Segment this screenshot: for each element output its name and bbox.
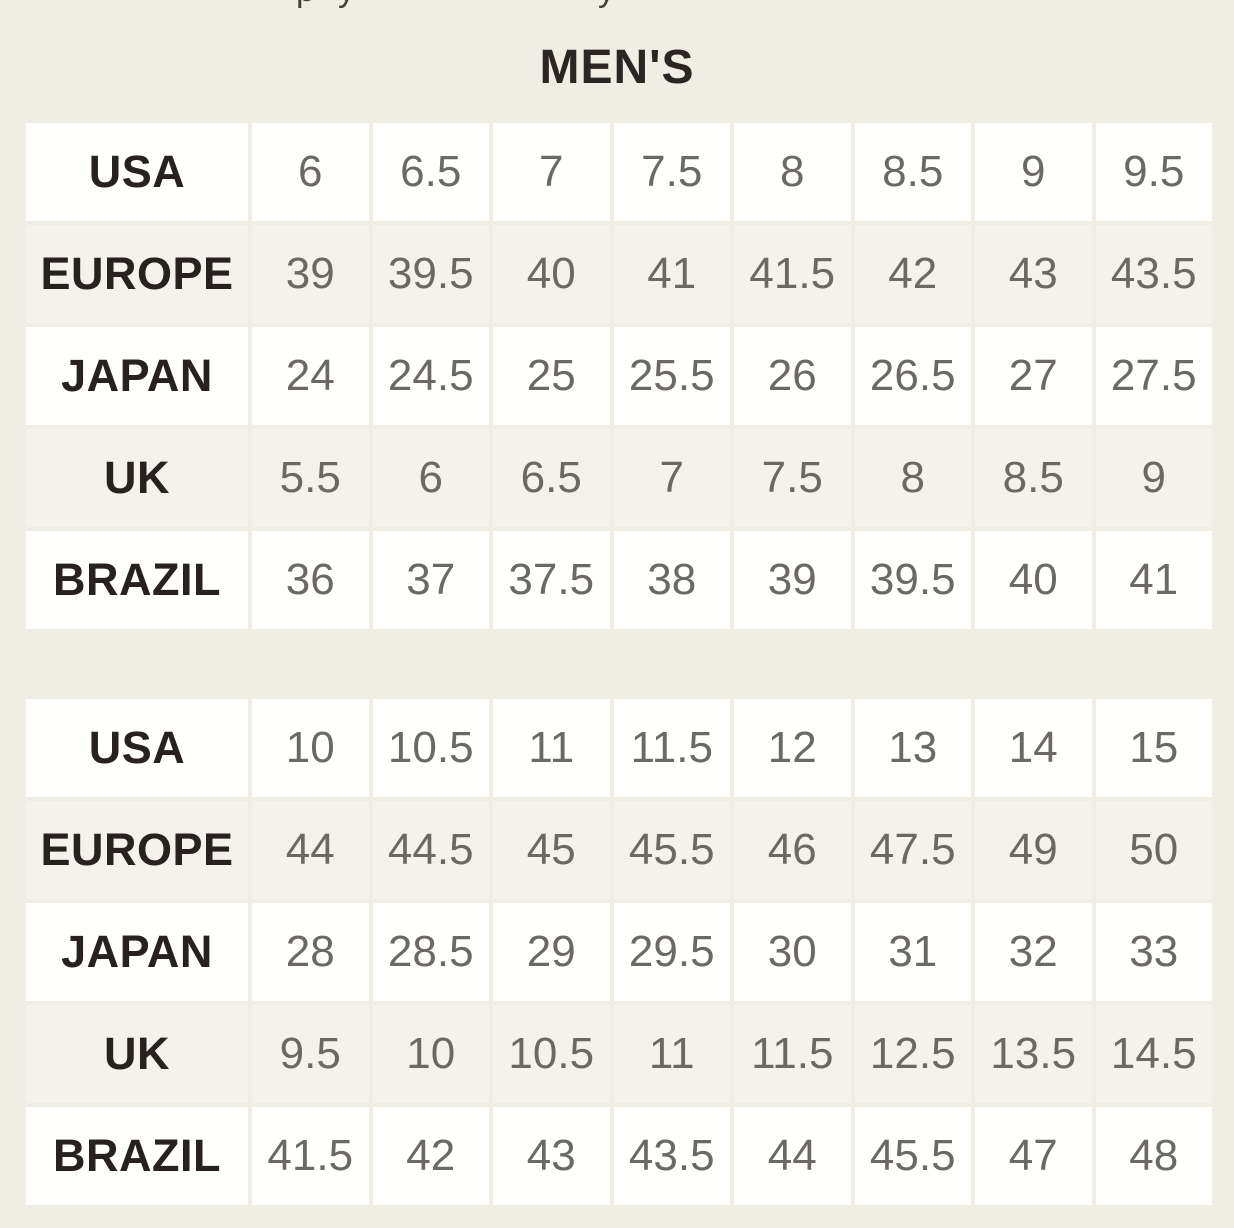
size-value-cell: 43.5: [613, 1107, 730, 1205]
size-value-cell: 40: [975, 531, 1092, 629]
size-value-cell: 7.5: [734, 429, 851, 527]
size-value-cell: 8.5: [854, 123, 971, 221]
size-value-cell: 27: [975, 327, 1092, 425]
size-table-lower: USA 10 10.5 11 11.5 12 13 14 15 EUROPE 44 44.5 45 45.…: [26, 699, 1212, 1205]
size-value-cell: 48: [1095, 1107, 1212, 1205]
size-value-cell: 42: [372, 1107, 489, 1205]
size-value-cell: 6: [372, 429, 489, 527]
size-value-cell: 9: [975, 123, 1092, 221]
row-label-cell: USA: [26, 123, 248, 221]
size-value-cell: 11: [493, 699, 610, 797]
size-value-cell: 7: [493, 123, 610, 221]
cropped-text-fragment: p: [296, 0, 315, 8]
size-value-cell: 37: [372, 531, 489, 629]
size-value-cell: 43.5: [1095, 225, 1212, 323]
size-value-cell: 26.5: [854, 327, 971, 425]
size-value-cell: 7: [613, 429, 730, 527]
row-label-cell: UK: [26, 429, 248, 527]
row-label-cell: BRAZIL: [26, 1107, 248, 1205]
size-value-cell: 41: [1095, 531, 1212, 629]
size-value-cell: 6.5: [493, 429, 610, 527]
size-value-cell: 24: [252, 327, 369, 425]
row-label-cell: UK: [26, 1005, 248, 1103]
size-value-cell: 43: [975, 225, 1092, 323]
size-value-cell: 44.5: [372, 801, 489, 899]
size-value-cell: 11.5: [734, 1005, 851, 1103]
size-value-cell: 33: [1095, 903, 1212, 1001]
size-value-cell: 9.5: [1095, 123, 1212, 221]
size-value-cell: 10: [372, 1005, 489, 1103]
size-value-cell: 31: [854, 903, 971, 1001]
size-value-cell: 24.5: [372, 327, 489, 425]
size-value-cell: 29.5: [613, 903, 730, 1001]
size-value-cell: 10: [252, 699, 369, 797]
size-value-cell: 45: [493, 801, 610, 899]
row-label-cell: USA: [26, 699, 248, 797]
size-value-cell: 39: [734, 531, 851, 629]
size-value-cell: 8.5: [975, 429, 1092, 527]
size-value-cell: 41.5: [252, 1107, 369, 1205]
size-value-cell: 13: [854, 699, 971, 797]
size-value-cell: 9: [1095, 429, 1212, 527]
size-value-cell: 11: [613, 1005, 730, 1103]
size-value-cell: 47: [975, 1107, 1092, 1205]
size-value-cell: 12.5: [854, 1005, 971, 1103]
size-value-cell: 40: [493, 225, 610, 323]
size-value-cell: 15: [1095, 699, 1212, 797]
size-value-cell: 36: [252, 531, 369, 629]
cropped-text-fragment: y: [598, 0, 615, 8]
size-value-cell: 27.5: [1095, 327, 1212, 425]
size-value-cell: 11.5: [613, 699, 730, 797]
size-value-cell: 14: [975, 699, 1092, 797]
row-label-cell: BRAZIL: [26, 531, 248, 629]
size-value-cell: 6.5: [372, 123, 489, 221]
size-value-cell: 26: [734, 327, 851, 425]
size-value-cell: 30: [734, 903, 851, 1001]
size-value-cell: 8: [734, 123, 851, 221]
cropped-top-text: p y y: [0, 0, 1234, 12]
size-value-cell: 14.5: [1095, 1005, 1212, 1103]
size-value-cell: 39.5: [372, 225, 489, 323]
row-label-cell: EUROPE: [26, 225, 248, 323]
size-value-cell: 45.5: [854, 1107, 971, 1205]
page-title: MEN'S: [539, 41, 695, 94]
size-value-cell: 28.5: [372, 903, 489, 1001]
size-value-cell: 44: [252, 801, 369, 899]
size-value-cell: 25: [493, 327, 610, 425]
size-value-cell: 7.5: [613, 123, 730, 221]
size-value-cell: 50: [1095, 801, 1212, 899]
cropped-text-fragment: y: [338, 0, 355, 8]
size-value-cell: 32: [975, 903, 1092, 1001]
size-table-upper: USA 6 6.5 7 7.5 8 8.5 9 9.5 EUROPE 39 39.5 40 41 41.5 4…: [26, 123, 1212, 629]
row-label-cell: EUROPE: [26, 801, 248, 899]
size-value-cell: 41.5: [734, 225, 851, 323]
row-label-cell: JAPAN: [26, 327, 248, 425]
size-value-cell: 25.5: [613, 327, 730, 425]
size-value-cell: 39: [252, 225, 369, 323]
size-value-cell: 6: [252, 123, 369, 221]
size-value-cell: 47.5: [854, 801, 971, 899]
title-strip: MEN'S: [0, 12, 1234, 123]
row-label-cell: JAPAN: [26, 903, 248, 1001]
size-value-cell: 12: [734, 699, 851, 797]
size-value-cell: 45.5: [613, 801, 730, 899]
size-value-cell: 42: [854, 225, 971, 323]
size-value-cell: 49: [975, 801, 1092, 899]
size-value-cell: 13.5: [975, 1005, 1092, 1103]
size-value-cell: 28: [252, 903, 369, 1001]
size-value-cell: 38: [613, 531, 730, 629]
size-value-cell: 39.5: [854, 531, 971, 629]
size-value-cell: 43: [493, 1107, 610, 1205]
size-value-cell: 37.5: [493, 531, 610, 629]
size-value-cell: 44: [734, 1107, 851, 1205]
size-value-cell: 9.5: [252, 1005, 369, 1103]
size-value-cell: 10.5: [493, 1005, 610, 1103]
size-value-cell: 10.5: [372, 699, 489, 797]
size-value-cell: 5.5: [252, 429, 369, 527]
size-value-cell: 29: [493, 903, 610, 1001]
size-value-cell: 46: [734, 801, 851, 899]
size-value-cell: 8: [854, 429, 971, 527]
size-value-cell: 41: [613, 225, 730, 323]
